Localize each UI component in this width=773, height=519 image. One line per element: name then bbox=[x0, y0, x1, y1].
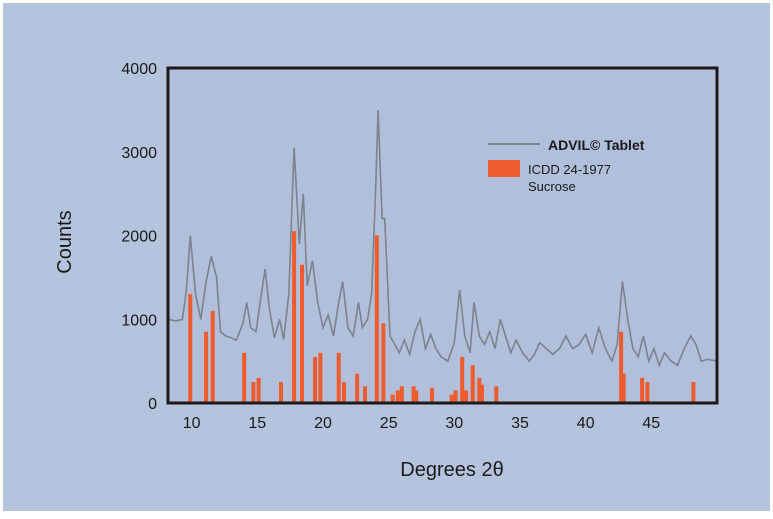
y-tick-3000: 3000 bbox=[121, 145, 157, 162]
y-axis-label: Counts bbox=[54, 210, 76, 273]
bar-31 bbox=[619, 331, 624, 403]
legend-bar-label-line2: Sucrose bbox=[528, 179, 576, 194]
x-axis-label: Degrees 2θ bbox=[400, 459, 503, 481]
y-tick-labels: 0 1000 2000 3000 4000 bbox=[121, 61, 157, 413]
bar-8 bbox=[300, 264, 304, 403]
legend-line-label: ADVIL© Tablet bbox=[548, 137, 645, 153]
bar-0 bbox=[188, 294, 193, 403]
bar-18 bbox=[395, 390, 400, 403]
bar-26 bbox=[464, 390, 469, 403]
bar-34 bbox=[645, 382, 650, 403]
y-tick-2000: 2000 bbox=[121, 229, 157, 246]
bar-7 bbox=[292, 231, 297, 403]
bar-5 bbox=[256, 377, 261, 403]
x-tick-30: 30 bbox=[445, 415, 463, 432]
x-tick-20: 20 bbox=[314, 415, 332, 432]
bar-25 bbox=[460, 356, 465, 403]
bar-29 bbox=[479, 384, 484, 403]
bar-13 bbox=[355, 373, 360, 403]
plot-area bbox=[166, 66, 719, 405]
bar-24 bbox=[453, 390, 458, 403]
x-tick-10: 10 bbox=[183, 415, 201, 432]
legend-bar-label-line1: ICDD 24-1977 bbox=[528, 162, 611, 177]
bar-16 bbox=[381, 323, 386, 403]
bar-28 bbox=[477, 377, 482, 403]
legend-bar-swatch bbox=[488, 160, 520, 177]
bar-20 bbox=[411, 386, 416, 404]
x-tick-40: 40 bbox=[577, 415, 595, 432]
y-tick-1000: 1000 bbox=[121, 312, 157, 329]
bar-10 bbox=[318, 352, 323, 404]
y-tick-0: 0 bbox=[148, 396, 157, 413]
y-tick-4000: 4000 bbox=[121, 61, 157, 78]
bar-1 bbox=[204, 331, 209, 403]
bar-32 bbox=[621, 373, 626, 403]
bar-23 bbox=[449, 394, 454, 403]
bar-4 bbox=[251, 382, 256, 403]
bar-12 bbox=[342, 382, 346, 403]
bar-9 bbox=[313, 356, 318, 403]
x-tick-35: 35 bbox=[511, 415, 529, 432]
bar-21 bbox=[414, 390, 419, 403]
plot-background bbox=[168, 68, 717, 403]
x-tick-labels: 10 15 20 25 30 35 40 45 bbox=[183, 415, 661, 432]
bar-33 bbox=[640, 377, 645, 403]
bar-17 bbox=[390, 394, 395, 403]
bar-11 bbox=[336, 352, 341, 404]
bar-3 bbox=[242, 352, 247, 404]
x-tick-15: 15 bbox=[248, 415, 266, 432]
bar-series bbox=[188, 231, 696, 404]
legend: ADVIL© Tablet ICDD 24-1977 Sucrose bbox=[488, 137, 645, 194]
bar-27 bbox=[470, 365, 475, 403]
bar-35 bbox=[691, 382, 696, 403]
bar-22 bbox=[430, 387, 434, 403]
bar-6 bbox=[279, 382, 283, 403]
bar-15 bbox=[374, 235, 379, 403]
x-tick-25: 25 bbox=[380, 415, 398, 432]
x-tick-45: 45 bbox=[642, 415, 660, 432]
bar-14 bbox=[363, 386, 367, 404]
bar-2 bbox=[210, 310, 215, 403]
line-series-advil-tablet bbox=[167, 109, 718, 368]
bar-19 bbox=[399, 386, 404, 404]
plot-frame bbox=[166, 66, 719, 405]
bar-30 bbox=[494, 386, 499, 404]
